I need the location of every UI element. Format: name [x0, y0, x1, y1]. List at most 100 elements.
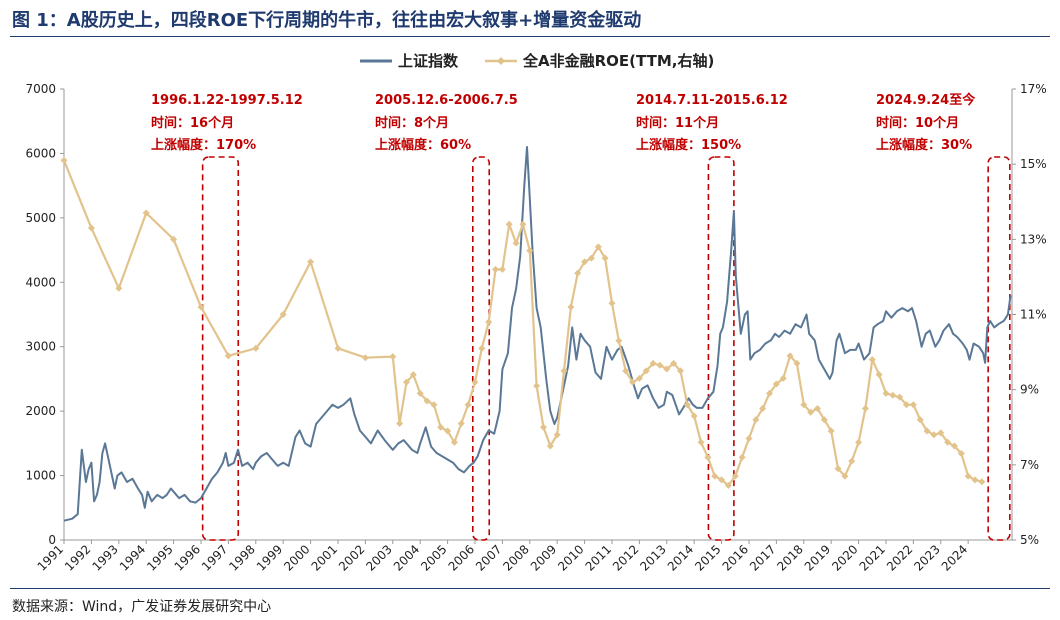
roe-point: [512, 239, 520, 247]
x-tick-label: 1998: [226, 542, 257, 573]
x-tick-label: 1991: [35, 542, 66, 573]
roe-point: [827, 427, 835, 435]
roe-point: [505, 220, 513, 228]
right-tick-label: 17%: [1020, 82, 1047, 96]
roe-point: [629, 378, 637, 386]
right-tick-label: 13%: [1020, 232, 1047, 246]
x-tick-label: 2004: [391, 542, 422, 573]
roe-point: [409, 371, 417, 379]
left-tick-label: 0: [48, 533, 56, 547]
roe-point: [279, 311, 287, 318]
roe-point: [615, 337, 623, 345]
right-tick-label: 7%: [1020, 458, 1039, 472]
annotation-duration: 时间：8个月: [375, 115, 449, 131]
x-tick-label: 2017: [747, 542, 778, 573]
roe-point: [533, 382, 541, 390]
roe-point: [834, 465, 842, 473]
roe-point: [87, 224, 95, 232]
roe-point: [498, 265, 506, 273]
left-tick-label: 1000: [25, 469, 56, 483]
roe-point: [923, 427, 931, 435]
roe-point: [745, 435, 753, 443]
roe-point: [574, 269, 582, 277]
roe-point: [759, 404, 767, 412]
source-note: 数据来源：Wind，广发证券发展研究中心: [12, 599, 272, 615]
annotation-period: 1996.1.22-1997.5.12: [151, 93, 303, 108]
highlight-box: [987, 156, 1011, 541]
roe-point: [485, 318, 493, 326]
roe-point: [724, 482, 732, 490]
roe-point: [546, 442, 554, 450]
roe-point: [909, 401, 917, 409]
title-divider: [10, 36, 1050, 37]
annotation-period: 2005.12.6-2006.7.5: [375, 93, 518, 108]
roe-point: [793, 359, 801, 367]
right-tick-label: 11%: [1020, 308, 1047, 322]
x-tick-label: 2000: [281, 542, 312, 573]
x-tick-label: 2012: [610, 542, 641, 573]
roe-point: [656, 361, 664, 369]
roe-point: [197, 303, 205, 311]
x-tick-label: 2016: [720, 542, 751, 573]
roe-point: [567, 303, 575, 311]
x-tick-label: 2006: [446, 542, 477, 573]
annotation-gain: 上涨幅度：170%: [151, 137, 256, 153]
roe-point: [957, 450, 965, 458]
x-tick-label: 1999: [254, 542, 285, 573]
series-group: [60, 146, 1012, 522]
roe-point: [608, 299, 616, 307]
roe-point: [560, 367, 568, 375]
roe-point: [334, 344, 342, 352]
left-tick-label: 5000: [25, 211, 56, 225]
x-tick-label: 2014: [665, 542, 696, 573]
roe-point: [848, 457, 856, 465]
axes-group: 0 1000 2000 3000 4000 5000 6000 7000 5% 7% 9% 11% 13…: [25, 82, 1046, 574]
x-tick-label: 1997: [199, 542, 230, 573]
x-tick-label: 2019: [802, 542, 833, 573]
annotation-period: 2014.7.11-2015.6.12: [636, 93, 788, 108]
roe-point: [389, 353, 397, 361]
roe-point: [478, 344, 486, 352]
x-tick-label: 2002: [336, 542, 367, 573]
roe-point: [553, 431, 561, 439]
x-tick-label: 1995: [144, 542, 175, 573]
roe-point: [142, 209, 150, 217]
x-tick-label: 2021: [857, 542, 888, 573]
roe-point: [800, 401, 808, 409]
left-tick-label: 4000: [25, 275, 56, 289]
roe-point: [752, 416, 760, 424]
roe-point: [683, 401, 691, 409]
highlight-boxes: [201, 156, 1011, 541]
roe-point: [492, 265, 500, 273]
roe-point: [601, 254, 609, 262]
roe-point: [704, 453, 712, 461]
roe-point: [471, 378, 479, 386]
legend-roe-marker: [497, 57, 505, 65]
roe-point: [526, 247, 534, 255]
left-tick-label: 2000: [25, 404, 56, 418]
roe-point: [697, 438, 705, 446]
right-tick-label: 9%: [1020, 383, 1039, 397]
roe-point: [964, 472, 972, 480]
highlight-box: [707, 156, 735, 541]
x-tick-label: 2008: [500, 542, 531, 573]
roe-point: [361, 354, 369, 362]
roe-point: [170, 235, 178, 243]
source-divider: [10, 588, 1050, 589]
roe-point: [416, 389, 424, 397]
roe-point: [841, 472, 849, 480]
highlight-box: [201, 156, 240, 541]
roe-point: [539, 423, 547, 431]
roe-point: [60, 156, 68, 164]
roe-point: [396, 419, 404, 427]
left-tick-label: 3000: [25, 340, 56, 354]
left-tick-label: 6000: [25, 146, 56, 160]
roe-point: [738, 453, 746, 461]
roe-point: [635, 374, 643, 382]
roe-point: [903, 401, 911, 409]
roe-point: [519, 220, 527, 228]
roe-point: [820, 416, 828, 424]
roe-point: [916, 416, 924, 424]
